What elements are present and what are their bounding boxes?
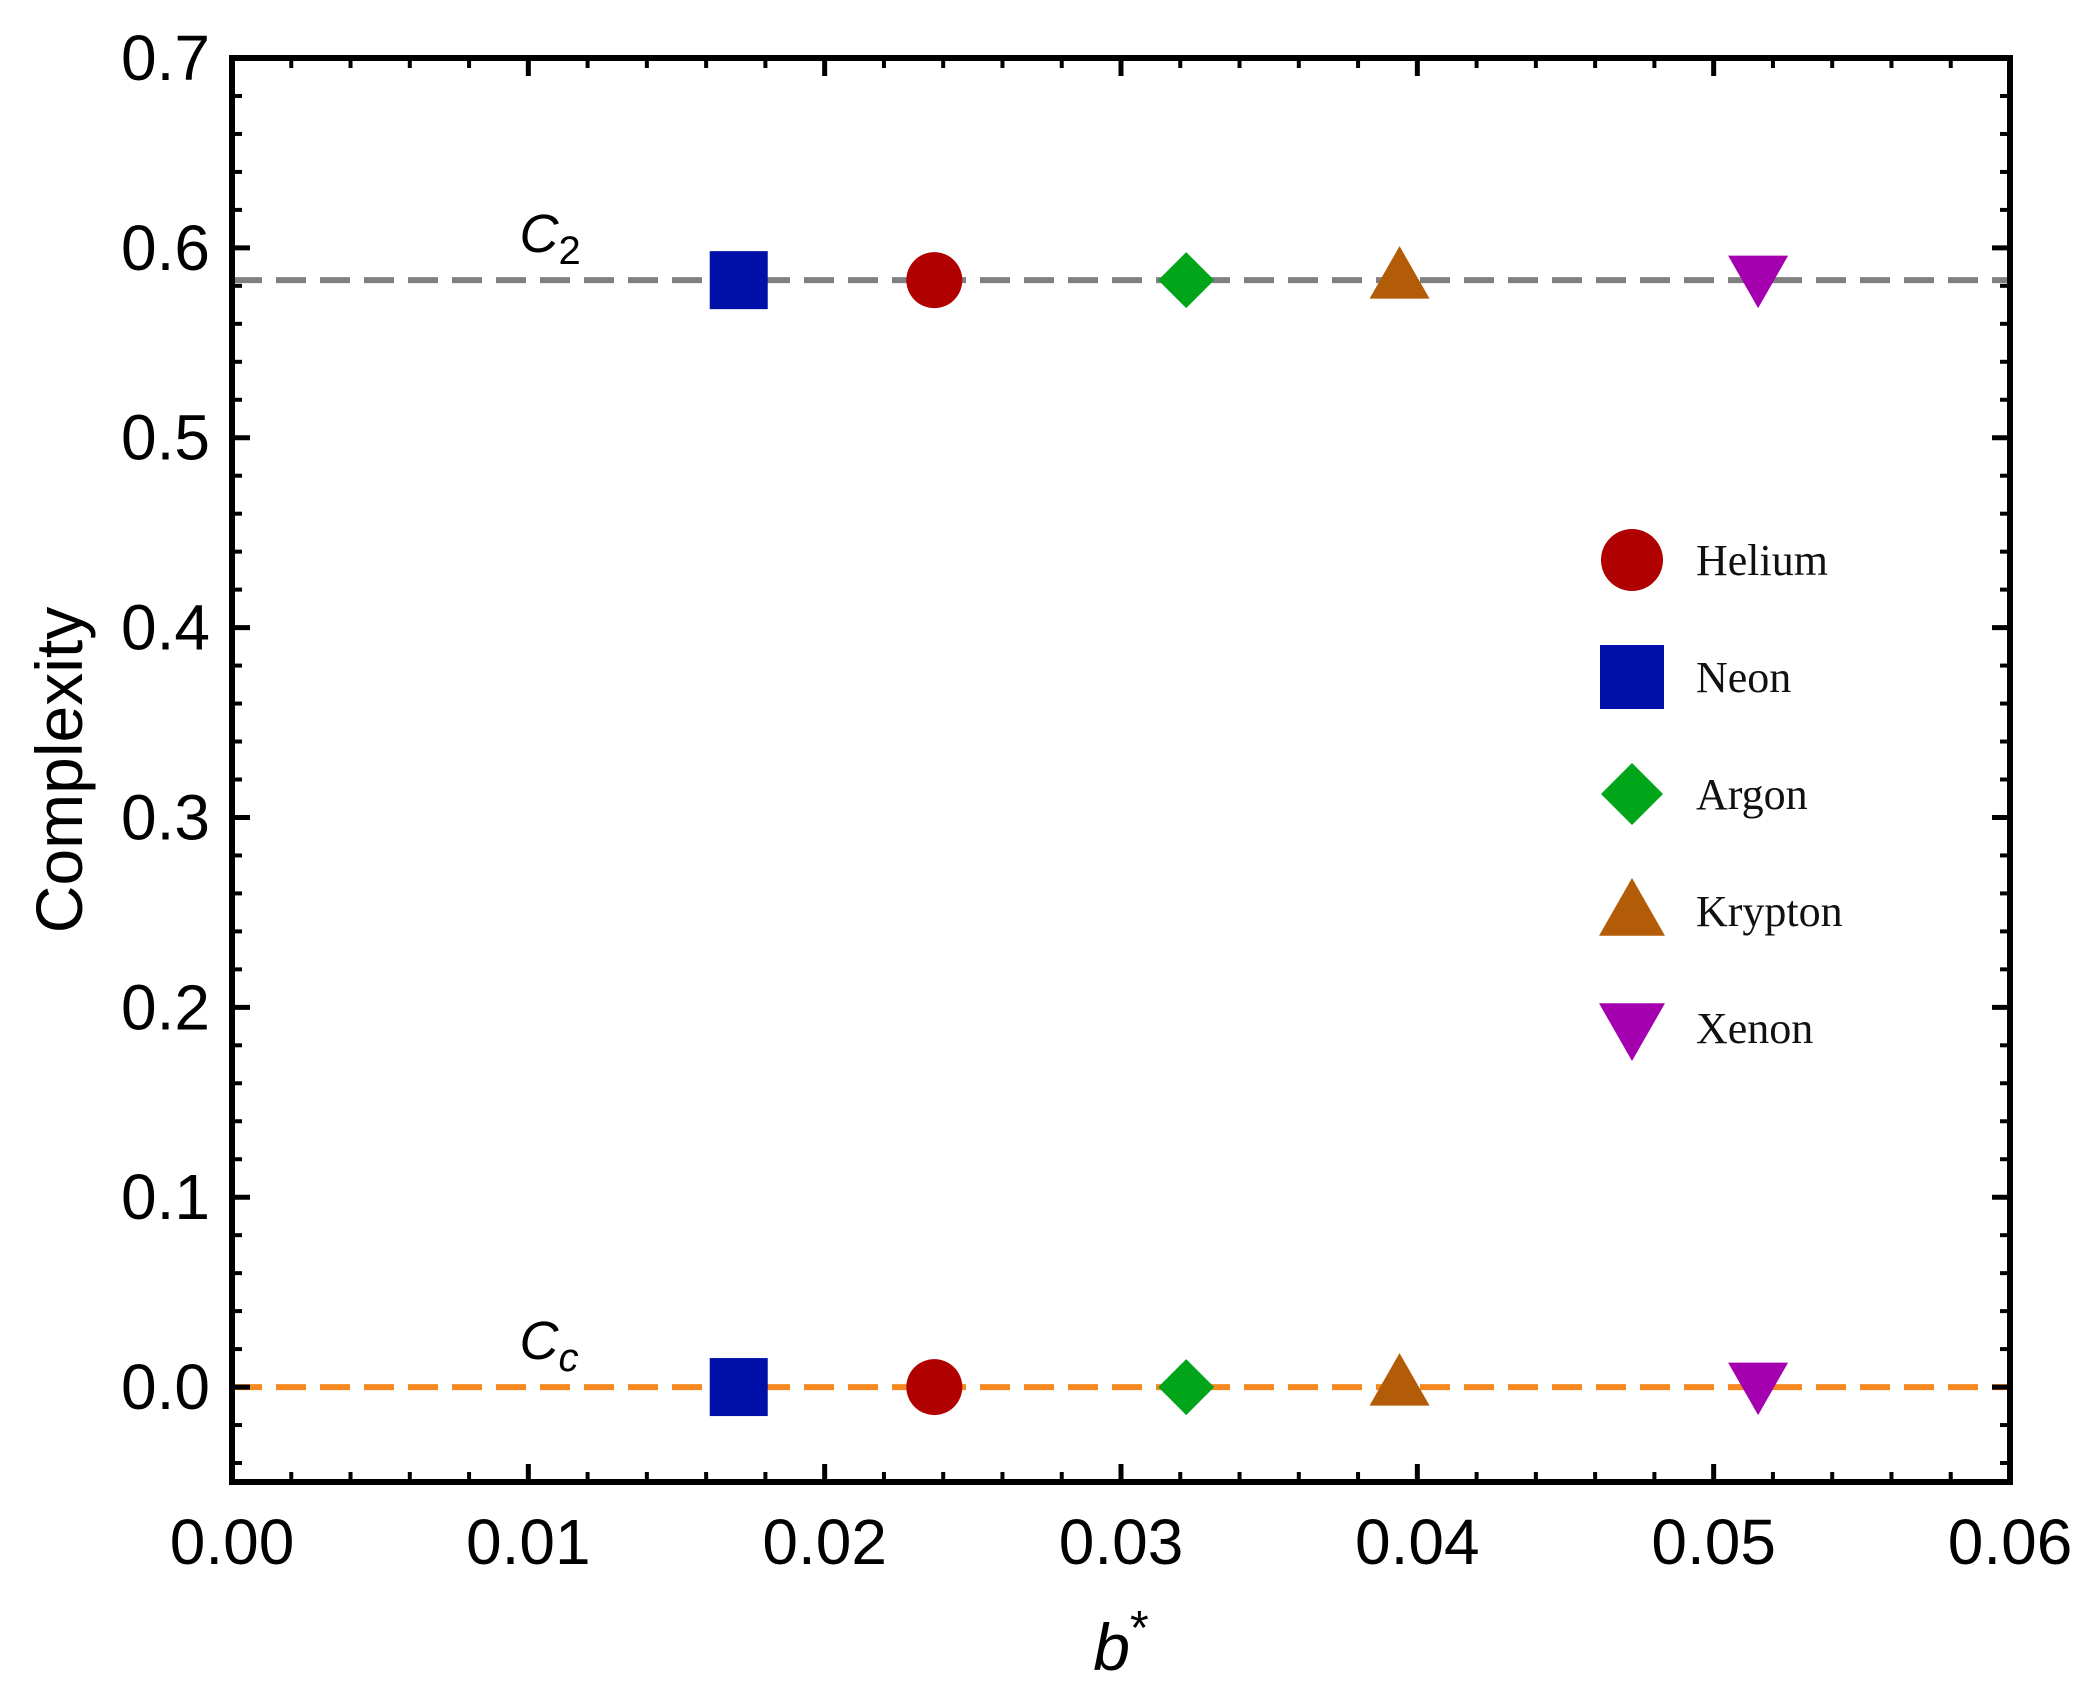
y-tick-label: 0.1: [121, 1161, 210, 1233]
y-tick-label: 0.6: [121, 212, 210, 284]
x-tick-label: 0.00: [170, 1506, 295, 1578]
legend-marker-krypton: [1599, 878, 1665, 936]
y-tick-label: 0.2: [121, 971, 210, 1043]
legend-label-krypton: Krypton: [1696, 887, 1843, 936]
y-tick-label: 0.7: [121, 22, 210, 94]
legend-label-neon: Neon: [1696, 653, 1791, 702]
data-point-xenon: [1728, 1362, 1789, 1416]
y-tick-label: 0.3: [121, 781, 210, 853]
x-tick-label: 0.02: [762, 1506, 887, 1578]
data-point-argon: [1158, 1359, 1215, 1416]
data-point-neon: [709, 251, 768, 310]
reference-label-subscript: c: [558, 1336, 578, 1380]
legend-marker-neon: [1600, 645, 1664, 709]
x-axis-title-base: b: [1093, 1610, 1130, 1684]
x-axis-title-sup: *: [1130, 1602, 1149, 1655]
data-point-argon: [1158, 252, 1215, 309]
x-axis-title: b*: [1093, 1602, 1148, 1684]
legend-marker-xenon: [1599, 1003, 1665, 1061]
legend-marker-helium: [1601, 529, 1663, 591]
data-point-helium: [906, 252, 963, 309]
y-tick-label: 0.0: [121, 1351, 210, 1423]
x-tick-label: 0.06: [1948, 1506, 2073, 1578]
y-tick-label: 0.4: [121, 592, 210, 664]
legend: Helium Neon Argon Krypton Xenon: [1599, 529, 1843, 1061]
reference-label-subscript: 2: [558, 229, 580, 273]
y-tick-label: 0.5: [121, 402, 210, 474]
tick-labels-layer: 0.00 0.01 0.02 0.03 0.04 0.05 0.06 0.0 0.1 0.2 0.3…: [121, 22, 2072, 1578]
legend-label-helium: Helium: [1696, 536, 1828, 585]
x-tick-label: 0.04: [1355, 1506, 1480, 1578]
legend-label-argon: Argon: [1696, 770, 1808, 819]
legend-label-xenon: Xenon: [1696, 1004, 1813, 1053]
x-tick-label: 0.05: [1651, 1506, 1776, 1578]
reference-label-base: C: [519, 1311, 559, 1371]
reference-lines-layer: [232, 277, 2010, 1391]
x-tick-label: 0.01: [466, 1506, 591, 1578]
reference-label-base: C: [519, 204, 559, 264]
data-point-krypton: [1369, 1353, 1430, 1406]
data-point-xenon: [1728, 255, 1789, 309]
data-points-layer: [709, 246, 1789, 1417]
reference-label-c2: C2: [519, 204, 580, 273]
data-point-krypton: [1369, 246, 1430, 299]
x-tick-label: 0.03: [1059, 1506, 1184, 1578]
data-point-neon: [709, 1358, 768, 1417]
legend-marker-argon: [1601, 763, 1663, 825]
data-point-helium: [906, 1359, 963, 1416]
reference-label-cc: Cc: [519, 1311, 578, 1380]
y-axis-title: Complexity: [22, 607, 96, 933]
plot-frame: [229, 55, 2013, 1485]
